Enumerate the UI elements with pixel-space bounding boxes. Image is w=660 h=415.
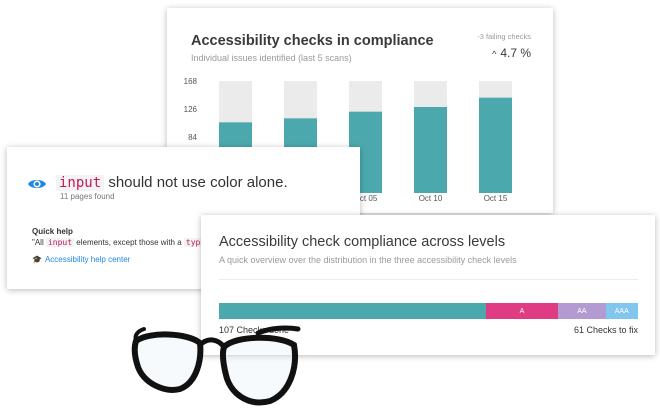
checks-to-fix-label: 61 Checks to fix [573, 325, 638, 335]
compliance-delta: ^ 4.7 % [492, 46, 531, 60]
levels-stacked-bar: A AA AAA [219, 303, 638, 319]
help-center-link-label: Accessibility help center [44, 255, 131, 264]
pages-found: 11 pages found [60, 192, 115, 201]
failing-checks-label: -3 failing checks [477, 32, 531, 41]
chevron-up-icon: ^ [492, 49, 497, 59]
eye-icon [28, 179, 46, 189]
x-tick-label: Oct 15 [484, 194, 508, 203]
levels-subtitle: A quick overview over the distribution i… [219, 255, 517, 265]
levels-card: Accessibility check compliance across le… [201, 215, 655, 355]
quick-help-prefix: "All [32, 238, 46, 247]
issue-headline: input should not use color alone. [56, 174, 288, 191]
delta-value: 4.7 % [500, 46, 531, 60]
y-tick-label: 84 [188, 133, 197, 142]
y-tick-label: 168 [184, 77, 198, 86]
glasses-illustration [131, 325, 301, 406]
x-tick-label: Oct 05 [354, 194, 378, 203]
checks-done-label: 107 Checks done [219, 325, 290, 335]
divider [219, 279, 638, 280]
chart-title: Accessibility checks in compliance [191, 33, 434, 49]
level-segment-a[interactable]: A [485, 303, 559, 319]
issue-headline-text: should not use color alone. [104, 174, 288, 191]
quick-help-middle: elements, except those with a [74, 238, 184, 247]
chart-subtitle: Individual issues identified (last 5 sca… [191, 53, 352, 63]
quick-help-title: Quick help [32, 227, 73, 236]
quick-help-code-type: type [183, 238, 208, 247]
bar[interactable] [414, 107, 447, 193]
level-segment-aaa[interactable]: AAA [605, 303, 638, 319]
level-segment-done[interactable] [219, 303, 486, 319]
x-tick-label: Oct 10 [419, 194, 443, 203]
level-segment-aa[interactable]: AA [558, 303, 606, 319]
bar[interactable] [479, 97, 512, 193]
y-tick-label: 126 [184, 105, 198, 114]
quick-help-text: "All input elements, except those with a… [32, 238, 208, 247]
quick-help-code-input: input [45, 238, 75, 247]
graduation-cap-icon: 🎓 [32, 255, 42, 264]
levels-title: Accessibility check compliance across le… [219, 234, 506, 250]
help-center-link[interactable]: 🎓 Accessibility help center [32, 255, 130, 264]
issue-code: input [56, 175, 105, 191]
